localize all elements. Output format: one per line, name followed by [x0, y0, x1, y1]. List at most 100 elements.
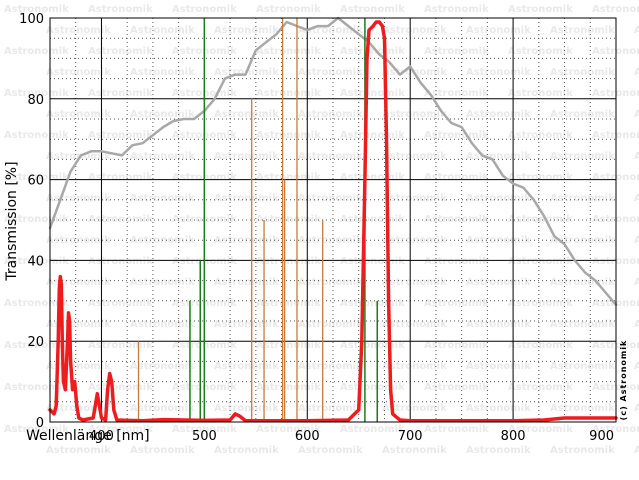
watermark-text: Astronomik	[634, 151, 639, 162]
sensitivity-curve-layer	[48, 16, 618, 307]
watermark-text: Astronomik	[424, 214, 489, 225]
watermark-text: Astronomik	[634, 277, 639, 288]
watermark-text: Astronomik	[46, 151, 111, 162]
watermark-text: Astronomik	[382, 109, 447, 120]
watermark-text: Astronomik	[130, 445, 195, 456]
watermark-text: Astronomik	[46, 277, 111, 288]
watermark-text: Astronomik	[550, 151, 615, 162]
watermark-text: Astronomik	[508, 4, 573, 15]
watermark-text: Astronomik	[4, 130, 69, 141]
watermark-text: Astronomik	[214, 319, 279, 330]
watermark-text: Astronomik	[298, 445, 363, 456]
watermark-text: Astronomik	[550, 361, 615, 372]
watermark-text: Astronomik	[508, 298, 573, 309]
watermark-text: Astronomik	[214, 109, 279, 120]
watermark-text: Astronomik	[424, 46, 489, 57]
watermark-text: Astronomik	[592, 4, 639, 15]
watermark-text: Astronomik	[256, 214, 321, 225]
watermark-text: Astronomik	[634, 319, 639, 330]
watermark-text: Astronomik	[88, 340, 153, 351]
plot-frame	[49, 17, 617, 423]
watermark-text: Astronomik	[340, 172, 405, 183]
watermark-text: Astronomik	[298, 67, 363, 78]
watermark-text: Astronomik	[466, 109, 531, 120]
watermark-text: Astronomik	[340, 382, 405, 393]
watermark-text: Astronomik	[130, 319, 195, 330]
watermark-text: Astronomik	[508, 88, 573, 99]
watermark-text: Astronomik	[4, 4, 69, 15]
watermark-text: Astronomik	[382, 151, 447, 162]
watermark-text: Astronomik	[88, 298, 153, 309]
watermark-text: Astronomik	[130, 67, 195, 78]
watermark-text: Astronomik	[424, 4, 489, 15]
watermark-text: Astronomik	[88, 88, 153, 99]
watermark-text: Astronomik	[508, 424, 573, 435]
watermark-text: Astronomik	[256, 130, 321, 141]
watermark-text: Astronomik	[172, 4, 237, 15]
watermark-text: Astronomik	[424, 88, 489, 99]
watermark-text: Astronomik	[214, 445, 279, 456]
watermark-text: Astronomik	[424, 130, 489, 141]
watermark-text: Astronomik	[382, 361, 447, 372]
watermark-text: Astronomik	[88, 46, 153, 57]
watermark-text: Astronomik	[46, 67, 111, 78]
watermark-text: Astronomik	[466, 403, 531, 414]
x-tick-label: 400	[89, 429, 114, 444]
watermark-text: Astronomik	[130, 25, 195, 36]
watermark-text: Astronomik	[382, 277, 447, 288]
watermark-text: Astronomik	[340, 88, 405, 99]
watermark-text: Astronomik	[298, 193, 363, 204]
watermark-text: Astronomik	[634, 445, 639, 456]
watermark-text: Astronomik	[4, 298, 69, 309]
watermark-text: Astronomik	[298, 277, 363, 288]
watermark-text: Astronomik	[592, 424, 639, 435]
watermark-text: Astronomik	[256, 88, 321, 99]
watermark-text: Astronomik	[340, 130, 405, 141]
watermark-text: Astronomik	[424, 172, 489, 183]
watermark-text: Astronomik	[214, 403, 279, 414]
watermark-text: Astronomik	[340, 424, 405, 435]
y-tick-label: 100	[19, 12, 44, 27]
watermark-text: Astronomik	[130, 277, 195, 288]
watermark-text: Astronomik	[466, 67, 531, 78]
watermark-text: Astronomik	[256, 172, 321, 183]
watermark-text: Astronomik	[466, 319, 531, 330]
watermark-text: Astronomik	[256, 340, 321, 351]
y-tick-label: 60	[27, 174, 44, 189]
x-tick-label: 900	[589, 429, 614, 444]
watermark-text: Astronomik	[256, 4, 321, 15]
watermark-text: Astronomik	[466, 25, 531, 36]
watermark-text: Astronomik	[256, 298, 321, 309]
watermark-text: Astronomik	[508, 256, 573, 267]
watermark-text: Astronomik	[382, 445, 447, 456]
watermark-text: Astronomik	[256, 382, 321, 393]
watermark-text: Astronomik	[634, 67, 639, 78]
watermark-text: Astronomik	[508, 130, 573, 141]
watermark-text: Astronomik	[424, 382, 489, 393]
watermark-text: Astronomik	[88, 214, 153, 225]
watermark-text: Astronomik	[256, 424, 321, 435]
watermark-text: Astronomik	[550, 277, 615, 288]
watermark-text: Astronomik	[340, 214, 405, 225]
y-tick-label: 0	[36, 416, 44, 431]
watermark-text: Astronomik	[424, 340, 489, 351]
x-tick-label: 500	[192, 429, 217, 444]
watermark-text: Astronomik	[88, 130, 153, 141]
watermark-text: Astronomik	[298, 25, 363, 36]
watermark-text: Astronomik	[634, 235, 639, 246]
watermark-text: Astronomik	[256, 46, 321, 57]
watermark-text: Astronomik	[256, 256, 321, 267]
watermark-text: Astronomik	[382, 319, 447, 330]
watermark-text: Astronomik	[130, 403, 195, 414]
y-axis-label: Transmission [%]	[4, 161, 20, 281]
watermark-text: Astronomik	[214, 151, 279, 162]
watermark-text: Astronomik	[172, 424, 237, 435]
watermark-text: Astronomik	[550, 403, 615, 414]
watermark-text: Astronomik	[214, 361, 279, 372]
y-tick-label: 20	[27, 335, 44, 350]
watermark-text: Astronomik	[4, 424, 69, 435]
transmission-curve-layer	[48, 20, 618, 423]
watermark-text: Astronomik	[634, 109, 639, 120]
watermark-text: Astronomik	[508, 172, 573, 183]
x-tick-label: 600	[295, 429, 320, 444]
